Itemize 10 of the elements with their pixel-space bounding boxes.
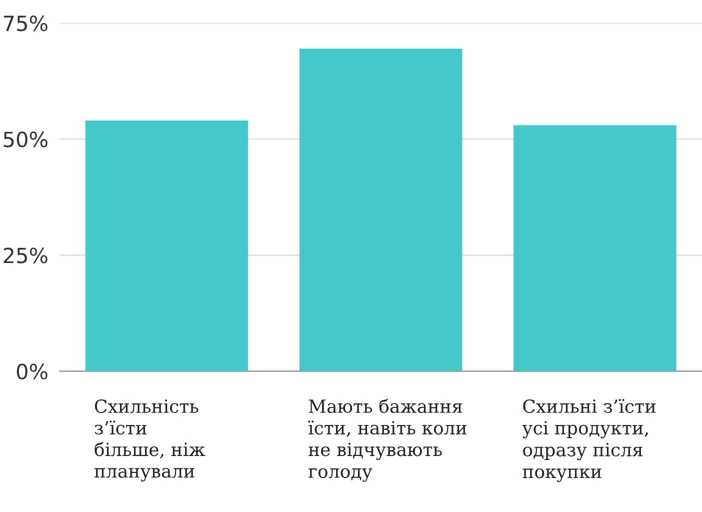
bar [299,48,462,372]
y-tick-label: 25% [4,248,48,264]
bar [514,125,676,372]
bar [85,120,248,372]
x-tick-label: Схильність з’їсти більше, ніж планували [94,399,206,482]
y-tick-label: 50% [4,132,48,148]
y-tick-label: 0% [16,364,48,380]
y-tick-label: 75% [4,15,48,32]
x-tick-label: Схильні з’їсти усі продукти, одразу після покупки [522,398,656,482]
x-tick-label: Мають бажання їсти, навіть коли не відчувають голоду [308,398,466,482]
